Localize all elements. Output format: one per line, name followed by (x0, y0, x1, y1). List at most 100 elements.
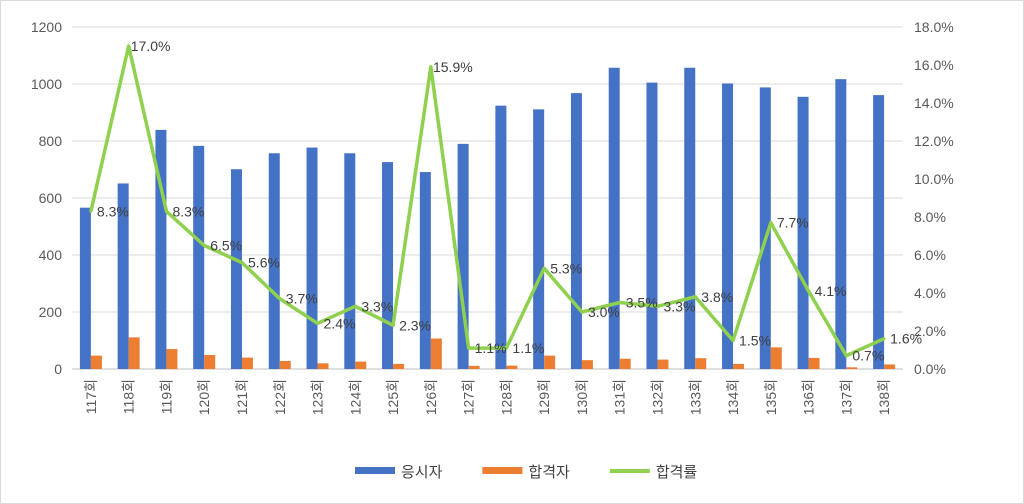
data-label: 3.8% (701, 289, 733, 305)
bar-합격자 (393, 363, 405, 369)
bar-응시자 (230, 169, 242, 369)
y-right-tick-label: 2.0% (914, 323, 946, 339)
line-point (278, 297, 282, 301)
bar-응시자 (873, 95, 885, 370)
line-point (693, 295, 697, 299)
line-point (316, 321, 320, 325)
y-left-tick-label: 600 (39, 190, 63, 206)
data-label: 17.0% (131, 38, 171, 54)
bar-합격자 (733, 363, 745, 369)
bar-응시자 (722, 83, 734, 370)
bar-응시자 (835, 79, 847, 369)
data-label: 5.6% (248, 255, 280, 271)
y-right-tick-label: 10.0% (914, 171, 954, 187)
data-label: 1.1% (475, 340, 507, 356)
data-label: 3.7% (286, 291, 318, 307)
bar-응시자 (268, 153, 280, 369)
x-tick-label: 134회 (725, 379, 741, 415)
data-label: 5.3% (550, 260, 582, 276)
y-left-tick-label: 400 (39, 247, 63, 263)
line-point (504, 346, 508, 350)
x-tick-label: 124회 (347, 379, 363, 415)
y-right-tick-label: 12.0% (914, 133, 954, 149)
bar-응시자 (155, 129, 167, 369)
line-point (240, 261, 244, 265)
data-label: 15.9% (433, 59, 473, 75)
data-label: 3.0% (588, 304, 620, 320)
bar-응시자 (570, 93, 582, 370)
x-tick-label: 133회 (687, 379, 703, 415)
bar-합격자 (90, 355, 102, 369)
bar-합격자 (468, 365, 480, 369)
bar-응시자 (533, 109, 545, 370)
x-tick-label: 126회 (423, 379, 439, 415)
bar-합격자 (279, 361, 291, 369)
line-point (202, 244, 206, 247)
data-label: 1.5% (739, 333, 771, 349)
y-right-tick-label: 18.0% (914, 19, 954, 35)
bar-응시자 (608, 67, 620, 369)
bar-응시자 (117, 183, 129, 369)
bar-합격자 (355, 361, 367, 369)
data-label: 3.3% (361, 298, 393, 314)
line-합격률 (89, 44, 885, 358)
y-left-tick-label: 800 (39, 133, 63, 149)
y-right-tick-label: 16.0% (914, 57, 954, 73)
data-label: 1.6% (890, 331, 922, 347)
y-right-tick-label: 8.0% (914, 209, 946, 225)
data-label: 2.4% (324, 315, 356, 331)
legend-label: 합격률 (656, 464, 698, 481)
x-tick-label: 136회 (801, 379, 817, 415)
bar-응시자 (684, 67, 696, 369)
y-right-tick-label: 0.0% (914, 361, 946, 377)
line-point (844, 354, 848, 358)
bar-합격자 (544, 355, 556, 369)
line-point (429, 65, 433, 69)
data-label: 8.3% (97, 203, 129, 219)
line-point (542, 266, 546, 270)
bar-합격자 (808, 357, 820, 369)
line-point (353, 304, 357, 308)
data-label: 7.7% (777, 215, 809, 231)
legend-swatch-합격자 (482, 467, 523, 474)
bar-합격자 (317, 363, 329, 369)
bar-응시자 (646, 82, 658, 369)
x-tick-label: 123회 (310, 379, 326, 415)
data-label: 3.5% (626, 295, 658, 311)
bar-합격자 (695, 358, 707, 369)
bar-합격자 (619, 358, 631, 369)
x-tick-label: 135회 (763, 379, 779, 415)
x-tick-label: 128회 (498, 379, 514, 415)
data-label: 3.3% (664, 298, 696, 314)
line-point (89, 209, 93, 213)
x-tick-label: 120회 (196, 379, 212, 415)
bar-합격자 (581, 360, 593, 369)
bar-응시자 (382, 162, 394, 369)
bar-합격자 (506, 365, 518, 369)
bar-응시자 (79, 207, 91, 369)
data-label: 2.3% (399, 317, 431, 333)
bar-합격자 (657, 359, 669, 369)
x-tick-label: 122회 (272, 379, 288, 415)
bar-합격자 (128, 337, 140, 369)
data-label: 4.1% (815, 283, 847, 299)
legend-label: 합격자 (528, 464, 570, 481)
bar-응시자 (457, 143, 469, 369)
x-tick-label: 129회 (536, 379, 552, 415)
x-tick-label: 127회 (461, 379, 477, 415)
legend-label: 응시자 (401, 464, 443, 481)
y-right-tick-label: 6.0% (914, 247, 946, 263)
x-tick-label: 137회 (838, 379, 854, 415)
line-point (467, 346, 471, 350)
bar-합격자 (241, 357, 253, 369)
data-label: 0.7% (852, 348, 884, 364)
line-point (580, 310, 584, 314)
x-tick-label: 132회 (649, 379, 665, 415)
line-point (127, 44, 131, 48)
bar-응시자 (759, 87, 771, 370)
bar-합격자 (166, 349, 178, 369)
line-point (769, 221, 773, 225)
bar-응시자 (193, 145, 205, 369)
bar-합격자 (884, 364, 896, 369)
